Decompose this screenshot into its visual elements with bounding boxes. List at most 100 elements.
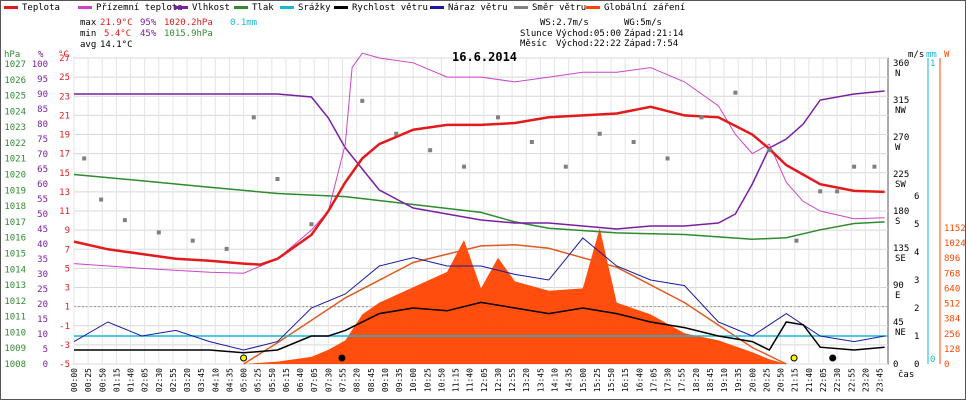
- tick-label-time: 21:40: [805, 368, 814, 392]
- series-rychlost-vetru: [74, 301, 885, 354]
- tick-label-time: 23:20: [861, 368, 870, 392]
- series-smer-vetru-point: [99, 197, 104, 202]
- tick-label-humidity: 0: [43, 360, 48, 370]
- legend-item-prizemni-teplota: Přízemní teplota: [78, 3, 183, 13]
- tick-label-pressure: 1023: [4, 123, 26, 133]
- stat-avg-label: avg: [80, 40, 97, 50]
- tick-label-pressure: 1014: [4, 265, 26, 275]
- tick-label-wind-ms: 0: [914, 360, 919, 370]
- series-smer-vetru-point: [224, 246, 229, 251]
- tick-label-time: 20:00: [748, 368, 757, 392]
- stat-min-humidity: 45%: [140, 29, 157, 39]
- tick-label-time: 10:25: [423, 368, 432, 392]
- tick-label-humidity: 50: [37, 210, 48, 220]
- tick-label-time: 13:20: [522, 368, 531, 392]
- tick-label-temp: 5: [65, 264, 70, 274]
- tick-label-pressure: 1018: [4, 202, 26, 212]
- tick-label-winddir: 360: [893, 59, 909, 69]
- tick-label-time: 10:00: [409, 368, 418, 392]
- tick-label-time: 15:00: [579, 368, 588, 392]
- stat-max-label: max: [80, 18, 97, 28]
- tick-label-winddir-compass: NW: [895, 106, 906, 116]
- tick-label-time: 14:35: [565, 368, 574, 392]
- tick-label-time: 12:30: [494, 368, 503, 392]
- unit-mm: mm: [926, 50, 937, 60]
- series-teplota: [73, 105, 885, 266]
- moonrise-marker: [829, 354, 837, 362]
- sunset-marker: [790, 354, 798, 362]
- tick-label-pressure: 1015: [4, 249, 26, 259]
- tick-label-time: 15:50: [607, 368, 616, 392]
- legend-item-vlhkost: Vlhkost: [174, 3, 230, 13]
- tick-label-humidity: 25: [37, 285, 48, 295]
- info-slunce-label: Slunce: [520, 29, 553, 39]
- tick-label-time: 07:55: [339, 368, 348, 392]
- tick-label-time: 12:05: [480, 368, 489, 392]
- legend-item-tlak: Tlak: [234, 3, 274, 13]
- tick-label-temp: -1: [59, 322, 70, 332]
- series-smer-vetru-point: [82, 156, 87, 161]
- tick-label-rain: 1: [930, 59, 935, 69]
- tick-label-temp: 9: [65, 226, 70, 236]
- tick-label-time: 22:05: [819, 368, 828, 392]
- stat-max-pressure: 1020.2hPa: [164, 18, 213, 28]
- tick-label-temp: 13: [59, 188, 70, 198]
- tick-label-temp: -3: [59, 341, 70, 351]
- tick-label-humidity: 85: [37, 105, 48, 115]
- tick-label-time: 00:25: [84, 368, 93, 392]
- tick-label-humidity: 20: [37, 300, 48, 310]
- info-slunce-vychod: Východ:05:00: [556, 29, 622, 39]
- tick-label-radiation: 768: [944, 269, 960, 279]
- tick-label-temp: 19: [59, 131, 70, 141]
- tick-label-radiation: 1024: [944, 239, 966, 249]
- info-mesic-zapad: Západ:7:54: [624, 39, 679, 49]
- tick-label-wind-ms: 3: [914, 276, 919, 286]
- legend-item-rychlost-vetru: Rychlost větru: [334, 3, 428, 13]
- tick-label-time: 16:15: [621, 368, 630, 392]
- tick-label-pressure: 1017: [4, 218, 26, 228]
- tick-label-rain: 0: [930, 355, 935, 365]
- tick-label-winddir: 0: [893, 360, 898, 370]
- unit-cas: čas: [898, 370, 915, 380]
- tick-label-winddir-compass: E: [895, 291, 900, 301]
- tick-label-pressure: 1012: [4, 297, 26, 307]
- tick-label-humidity: 100: [32, 60, 48, 70]
- tick-label-pressure: 1027: [4, 60, 26, 70]
- tick-label-pressure: 1021: [4, 155, 26, 165]
- series-smer-vetru-point: [794, 238, 799, 243]
- tick-label-humidity: 10: [37, 330, 48, 340]
- legend-item-srazky: Srážky: [280, 3, 331, 13]
- series-smer-vetru-point: [872, 164, 877, 169]
- tick-label-time: 11:40: [466, 368, 475, 392]
- series-smer-vetru-point: [852, 164, 857, 169]
- tick-label-time: 18:20: [692, 368, 701, 392]
- tick-label-time: 07:05: [310, 368, 319, 392]
- tick-label-winddir: 225: [893, 170, 909, 180]
- tick-label-time: 21:15: [791, 368, 800, 392]
- tick-label-temp: 15: [59, 169, 70, 179]
- tick-label-time: 17:30: [664, 368, 673, 392]
- unit-degc: °C: [58, 50, 69, 60]
- series-zareni-teoreticke: [243, 244, 787, 365]
- tick-label-temp: 23: [59, 92, 70, 102]
- series-smer-vetru-point: [699, 115, 704, 120]
- tick-label-time: 05:00: [240, 368, 249, 392]
- legend-label: Teplota: [22, 3, 60, 13]
- series-smer-vetru-point: [563, 164, 568, 169]
- legend-item-globalni-zareni: Globální záření: [586, 3, 685, 13]
- series-smer-vetru-point: [733, 90, 738, 95]
- legend-label: Náraz větru: [448, 3, 508, 13]
- tick-label-time: 03:45: [197, 368, 206, 392]
- tick-label-time: 00:00: [70, 368, 79, 392]
- tick-label-time: 12:55: [508, 368, 517, 392]
- tick-label-time: 04:35: [225, 368, 234, 392]
- series-smer-vetru-point: [462, 164, 467, 169]
- tick-label-winddir-compass: SW: [895, 180, 906, 190]
- tick-label-radiation: 1152: [944, 224, 966, 234]
- tick-label-humidity: 40: [37, 240, 48, 250]
- series-smer-vetru-point: [495, 115, 500, 120]
- series-smer-vetru-point: [665, 156, 670, 161]
- tick-label-winddir-compass: SE: [895, 254, 906, 264]
- tick-label-time: 00:50: [98, 368, 107, 392]
- tick-label-winddir-compass: NE: [895, 328, 906, 338]
